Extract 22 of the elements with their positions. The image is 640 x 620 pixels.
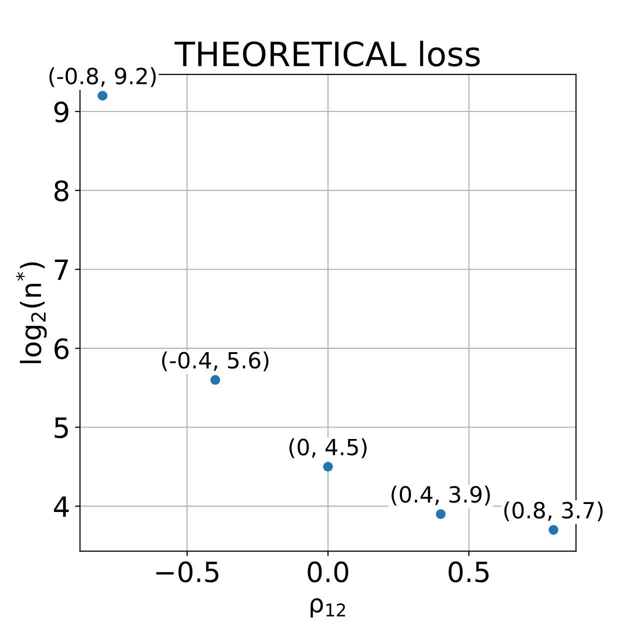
y-tick-label: 5: [54, 418, 68, 438]
x-axis-title: ρ$_{12}$: [310, 598, 345, 618]
y-tick-label: 6: [54, 338, 69, 360]
data-label: (0.8, 3.7): [504, 501, 603, 522]
point: [323, 462, 333, 472]
point: [436, 509, 446, 519]
x-tick-label: 0.0: [308, 561, 348, 582]
point: [548, 525, 558, 535]
y-tick-label: 9: [54, 101, 68, 122]
data-label: (-0.8, 9.2): [49, 67, 156, 88]
y-tick-label: 8: [54, 180, 68, 202]
y-tick-label: 7: [54, 260, 68, 280]
chart-title: THEORETICAL loss: [174, 40, 480, 67]
data-label: (0, 4.5): [289, 438, 367, 458]
point: [98, 90, 108, 101]
y-axis-title: log$_{2}$(n$^{*}$): [16, 262, 47, 364]
x-tick-label: −0.5: [156, 561, 218, 582]
data-label: (0.4, 3.9): [392, 486, 490, 506]
data-label: (-0.4, 5.6): [162, 351, 268, 372]
y-tick-label: 4: [54, 496, 69, 517]
point: [210, 375, 220, 385]
x-tick-label: 0.5: [448, 561, 489, 582]
